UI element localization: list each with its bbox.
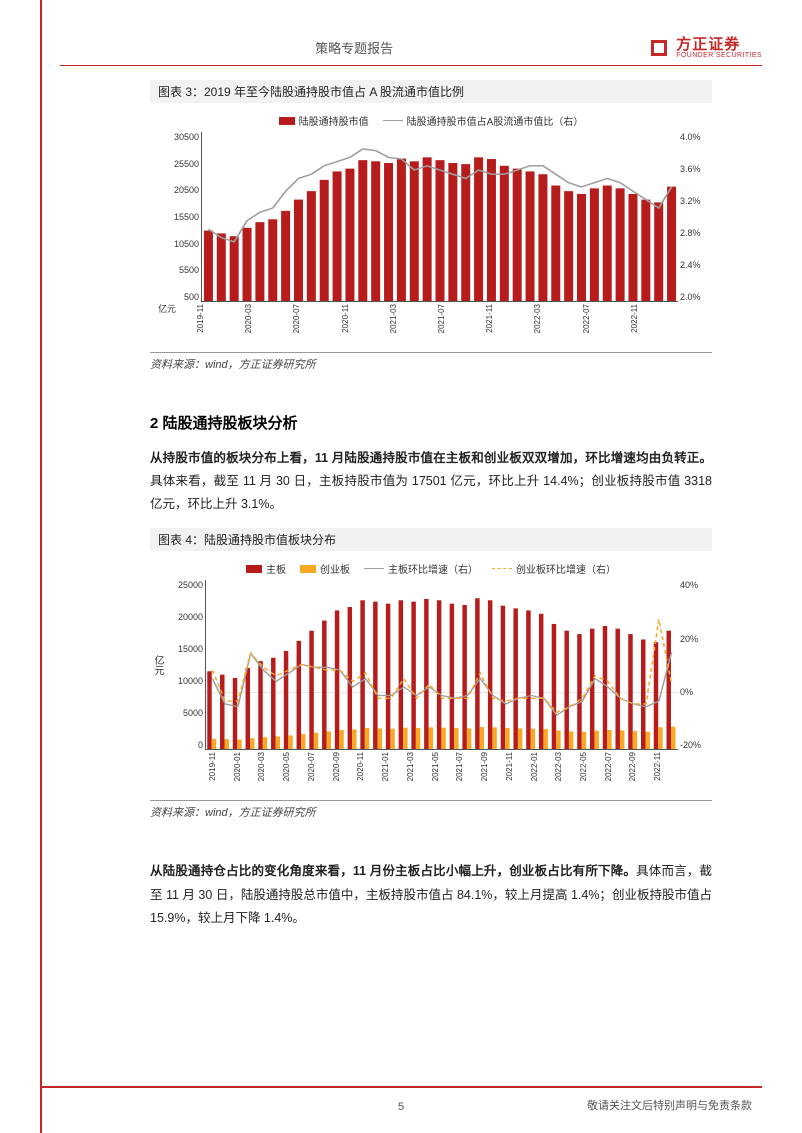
chart4-y-left: 2500020000150001000050000 bbox=[167, 580, 205, 750]
page-header: 策略专题报告 方正证券 FOUNDER SECURITIES bbox=[60, 30, 762, 66]
chart3-source: 资料来源：wind，方正证券研究所 bbox=[150, 352, 712, 372]
chart3-box: 陆股通持股市值 陆股通持股市值占A股流通市值比（右） . 30500255002… bbox=[150, 107, 712, 350]
logo-icon bbox=[648, 37, 670, 59]
chart4-legend-bar1-swatch bbox=[246, 565, 262, 573]
chart4-box: 主板 创业板 主板环比增速（右） 创业板环比增速（右） 亿元 250002000… bbox=[150, 555, 712, 798]
chart4-legend-bar2-swatch bbox=[300, 565, 316, 573]
chart4-source: 资料来源：wind，方正证券研究所 bbox=[150, 800, 712, 820]
chart3-x-axis: 2019-112020-032020-072020-112021-032021-… bbox=[196, 302, 678, 346]
chart3-title: 图表 3：2019 年至今陆股通持股市值占 A 股流通市值比例 bbox=[150, 80, 712, 103]
chart4-legend-line1-swatch bbox=[364, 568, 384, 569]
chart4-title: 图表 4：陆股通持股市值板块分布 bbox=[150, 528, 712, 551]
header-title: 策略专题报告 bbox=[315, 38, 393, 57]
page-border-left bbox=[40, 0, 42, 1133]
chart3-legend-bar-label: 陆股通持股市值 bbox=[299, 113, 369, 128]
logo-en-text: FOUNDER SECURITIES bbox=[676, 52, 762, 59]
chart3-y-right: 4.0%3.6%3.2%2.8%2.4%2.0% bbox=[678, 132, 712, 302]
chart4-y-right: 40%20%0%-20% bbox=[678, 580, 712, 750]
main-content: 图表 3：2019 年至今陆股通持股市值占 A 股流通市值比例 陆股通持股市值 … bbox=[150, 80, 712, 942]
chart4-legend-line2-label: 创业板环比增速（右） bbox=[516, 561, 616, 576]
chart4-y-unit: 亿元 bbox=[150, 655, 167, 675]
para2-bold: 从陆股通持仓占比的变化角度来看，11 月份主板占比小幅上升，创业板占比有所下降。 bbox=[150, 864, 636, 878]
footer-disclaimer: 敬请关注文后特别声明与免责条款 bbox=[587, 1097, 752, 1113]
chart4-legend-bar1-label: 主板 bbox=[266, 561, 286, 576]
section2-para1-bold: 从持股市值的板块分布上看，11 月陆股通持股市值在主板和创业板双双增加，环比增速… bbox=[150, 451, 712, 465]
page-border-bottom bbox=[40, 1086, 762, 1088]
chart4-plot bbox=[205, 580, 678, 750]
chart4-legend-line1-label: 主板环比增速（右） bbox=[388, 561, 478, 576]
section2-para1: 从持股市值的板块分布上看，11 月陆股通持股市值在主板和创业板双双增加，环比增速… bbox=[150, 447, 712, 516]
chart4-legend-bar2-label: 创业板 bbox=[320, 561, 350, 576]
chart3-legend-bar-swatch bbox=[279, 117, 295, 125]
chart3-plot bbox=[201, 132, 678, 302]
chart3-legend-line-label: 陆股通持股市值占A股流通市值比（右） bbox=[407, 113, 584, 128]
chart4-x-axis: 2019-112020-012020-032020-052020-072020-… bbox=[208, 750, 678, 794]
para2: 从陆股通持仓占比的变化角度来看，11 月份主板占比小幅上升，创业板占比有所下降。… bbox=[150, 860, 712, 929]
chart3-x-unit: 亿元 bbox=[158, 302, 176, 346]
company-logo: 方正证券 FOUNDER SECURITIES bbox=[648, 37, 762, 59]
chart3-y-left: 30500255002050015500105005500500 bbox=[163, 132, 201, 302]
chart3-area: . 30500255002050015500105005500500 4.0%3… bbox=[150, 132, 712, 302]
logo-cn-text: 方正证券 bbox=[676, 37, 762, 52]
chart4-legend-line2-swatch bbox=[492, 568, 512, 569]
section2-para1-rest: 具体来看，截至 11 月 30 日，主板持股市值为 17501 亿元，环比上升 … bbox=[150, 474, 712, 511]
chart4-area: 亿元 2500020000150001000050000 40%20%0%-20… bbox=[150, 580, 712, 750]
chart4-legend: 主板 创业板 主板环比增速（右） 创业板环比增速（右） bbox=[150, 561, 712, 576]
chart3-legend-line-swatch bbox=[383, 120, 403, 121]
chart3-legend: 陆股通持股市值 陆股通持股市值占A股流通市值比（右） bbox=[150, 113, 712, 128]
section2-heading: 2 陆股通持股板块分析 bbox=[150, 412, 712, 433]
